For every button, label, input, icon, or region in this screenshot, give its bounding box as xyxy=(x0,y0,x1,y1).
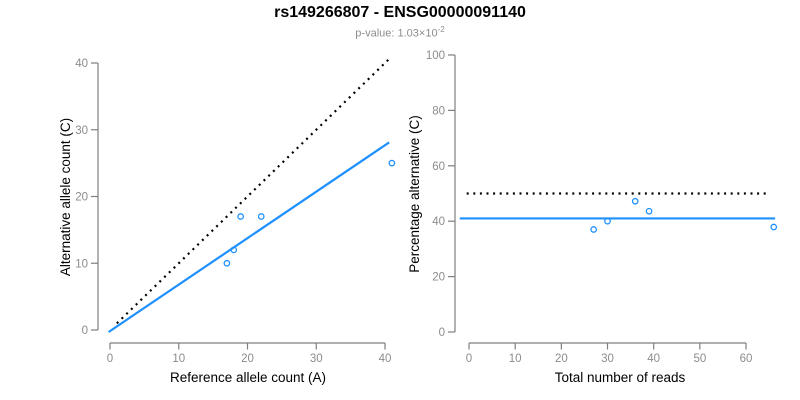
y-tick-label: 30 xyxy=(75,125,88,137)
x-tick-label: 40 xyxy=(379,353,392,365)
x-tick-label: 10 xyxy=(509,353,522,365)
data-point xyxy=(631,197,639,205)
x-tick-label: 20 xyxy=(555,353,568,365)
y-tick-label: 100 xyxy=(426,50,445,62)
y-tick-label: 10 xyxy=(75,258,88,270)
right-y-axis-title: Percentage alternative (C) xyxy=(407,115,422,273)
x-tick-label: 60 xyxy=(740,353,753,365)
pvalue-text: p-value: 1.03×10 xyxy=(355,27,438,40)
x-tick-label: 20 xyxy=(241,353,254,365)
left-x-axis-title: Reference allele count (A) xyxy=(170,370,326,385)
right-x-axis-title: Total number of reads xyxy=(555,370,686,385)
data-point xyxy=(388,159,396,167)
x-tick-label: 40 xyxy=(647,353,660,365)
figure-title: rs149266807 - ENSG00000091140 xyxy=(274,4,526,21)
y-tick-label: 0 xyxy=(439,327,445,339)
data-point xyxy=(237,213,244,220)
x-tick-label: 0 xyxy=(107,353,113,365)
right-plot-percentage: Total number of reads Percentage alterna… xyxy=(407,50,778,385)
x-tick-label: 30 xyxy=(310,353,323,365)
data-point xyxy=(770,223,778,231)
y-tick-label: 40 xyxy=(432,216,445,228)
y-tick-label: 80 xyxy=(432,105,445,117)
y-tick-label: 20 xyxy=(432,272,445,284)
left-plot-allele-counts: Reference allele count (A) Alternative a… xyxy=(58,56,396,385)
pvalue-subtitle: p-value: 1.03×10-2 xyxy=(0,25,800,40)
pvalue-exponent: -2 xyxy=(437,25,445,34)
x-tick-label: 30 xyxy=(601,353,614,365)
y-tick-label: 60 xyxy=(432,161,445,173)
x-tick-label: 10 xyxy=(172,353,185,365)
x-tick-label: 50 xyxy=(693,353,706,365)
left-y-axis-title: Alternative allele count (C) xyxy=(58,118,73,276)
x-tick-label: 0 xyxy=(466,353,472,365)
y-tick-label: 20 xyxy=(75,192,88,204)
data-point xyxy=(590,226,598,233)
line-fitted-allelic-ratio xyxy=(108,141,390,333)
y-tick-label: 40 xyxy=(75,58,88,70)
line-expected-1-to-1 xyxy=(116,56,392,325)
data-point xyxy=(230,246,238,254)
data-point xyxy=(604,217,611,225)
data-point xyxy=(645,207,653,215)
data-point xyxy=(257,213,265,220)
data-point xyxy=(223,259,231,267)
y-tick-label: 0 xyxy=(82,325,88,337)
